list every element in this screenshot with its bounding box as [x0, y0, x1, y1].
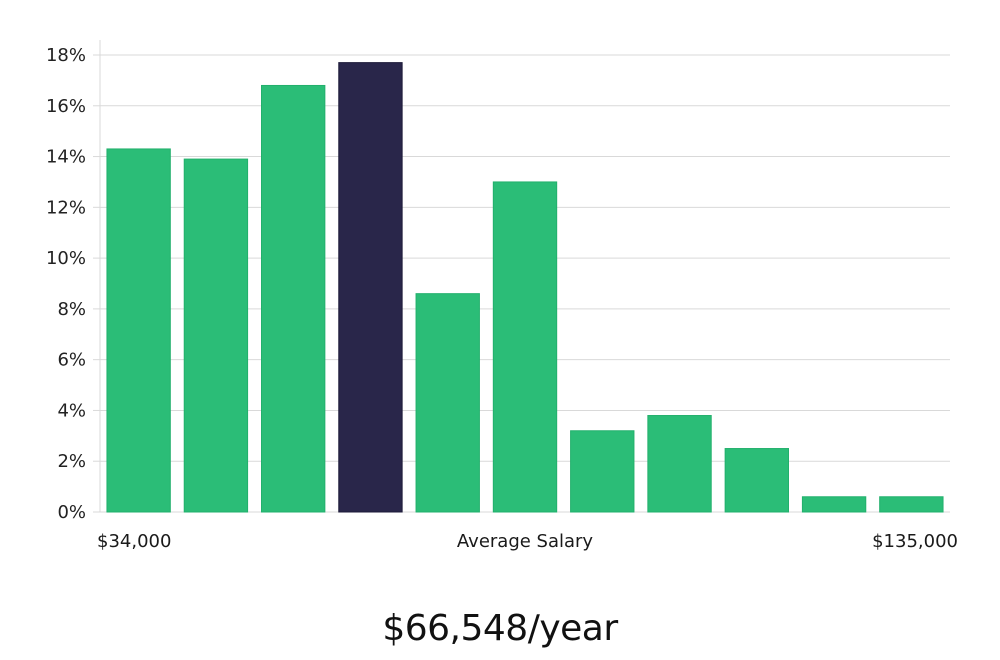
y-tick-label: 4% [57, 400, 86, 421]
y-tick-label: 10% [46, 248, 86, 269]
y-tick-label: 12% [46, 197, 86, 218]
x-max-label: $135,000 [872, 531, 958, 552]
y-axis-ticks: 0% 2% 4% 6% 8% 10% 12% 14% 16% 18% [46, 45, 86, 523]
y-tick-label: 0% [57, 502, 86, 523]
x-min-label: $34,000 [97, 531, 171, 552]
histogram-bar[interactable] [415, 293, 480, 513]
histogram-bar[interactable] [261, 84, 326, 513]
y-tick-label: 6% [57, 350, 86, 371]
y-tick-label: 18% [46, 45, 86, 66]
histogram-bar[interactable] [724, 448, 790, 513]
histogram-bar[interactable] [183, 158, 249, 513]
histogram-bar[interactable] [492, 181, 558, 513]
salary-histogram: 0% 2% 4% 6% 8% 10% 12% 14% 16% 18% $34,000 Averag… [46, 40, 958, 552]
histogram-bar[interactable] [647, 415, 712, 513]
histogram-bar[interactable] [801, 496, 867, 513]
y-tick-label: 14% [46, 147, 86, 168]
histogram-bar[interactable] [106, 148, 171, 513]
y-tick-label: 2% [57, 451, 86, 472]
histogram-bar-highlighted[interactable] [338, 62, 403, 513]
x-axis-label: Average Salary [457, 531, 594, 552]
histogram-bar[interactable] [879, 496, 944, 513]
bars-layer [106, 62, 944, 513]
average-salary-value: $66,548/year [382, 608, 618, 649]
y-tick-label: 8% [57, 299, 86, 320]
histogram-bar[interactable] [570, 430, 635, 513]
y-tick-label: 16% [46, 96, 86, 117]
